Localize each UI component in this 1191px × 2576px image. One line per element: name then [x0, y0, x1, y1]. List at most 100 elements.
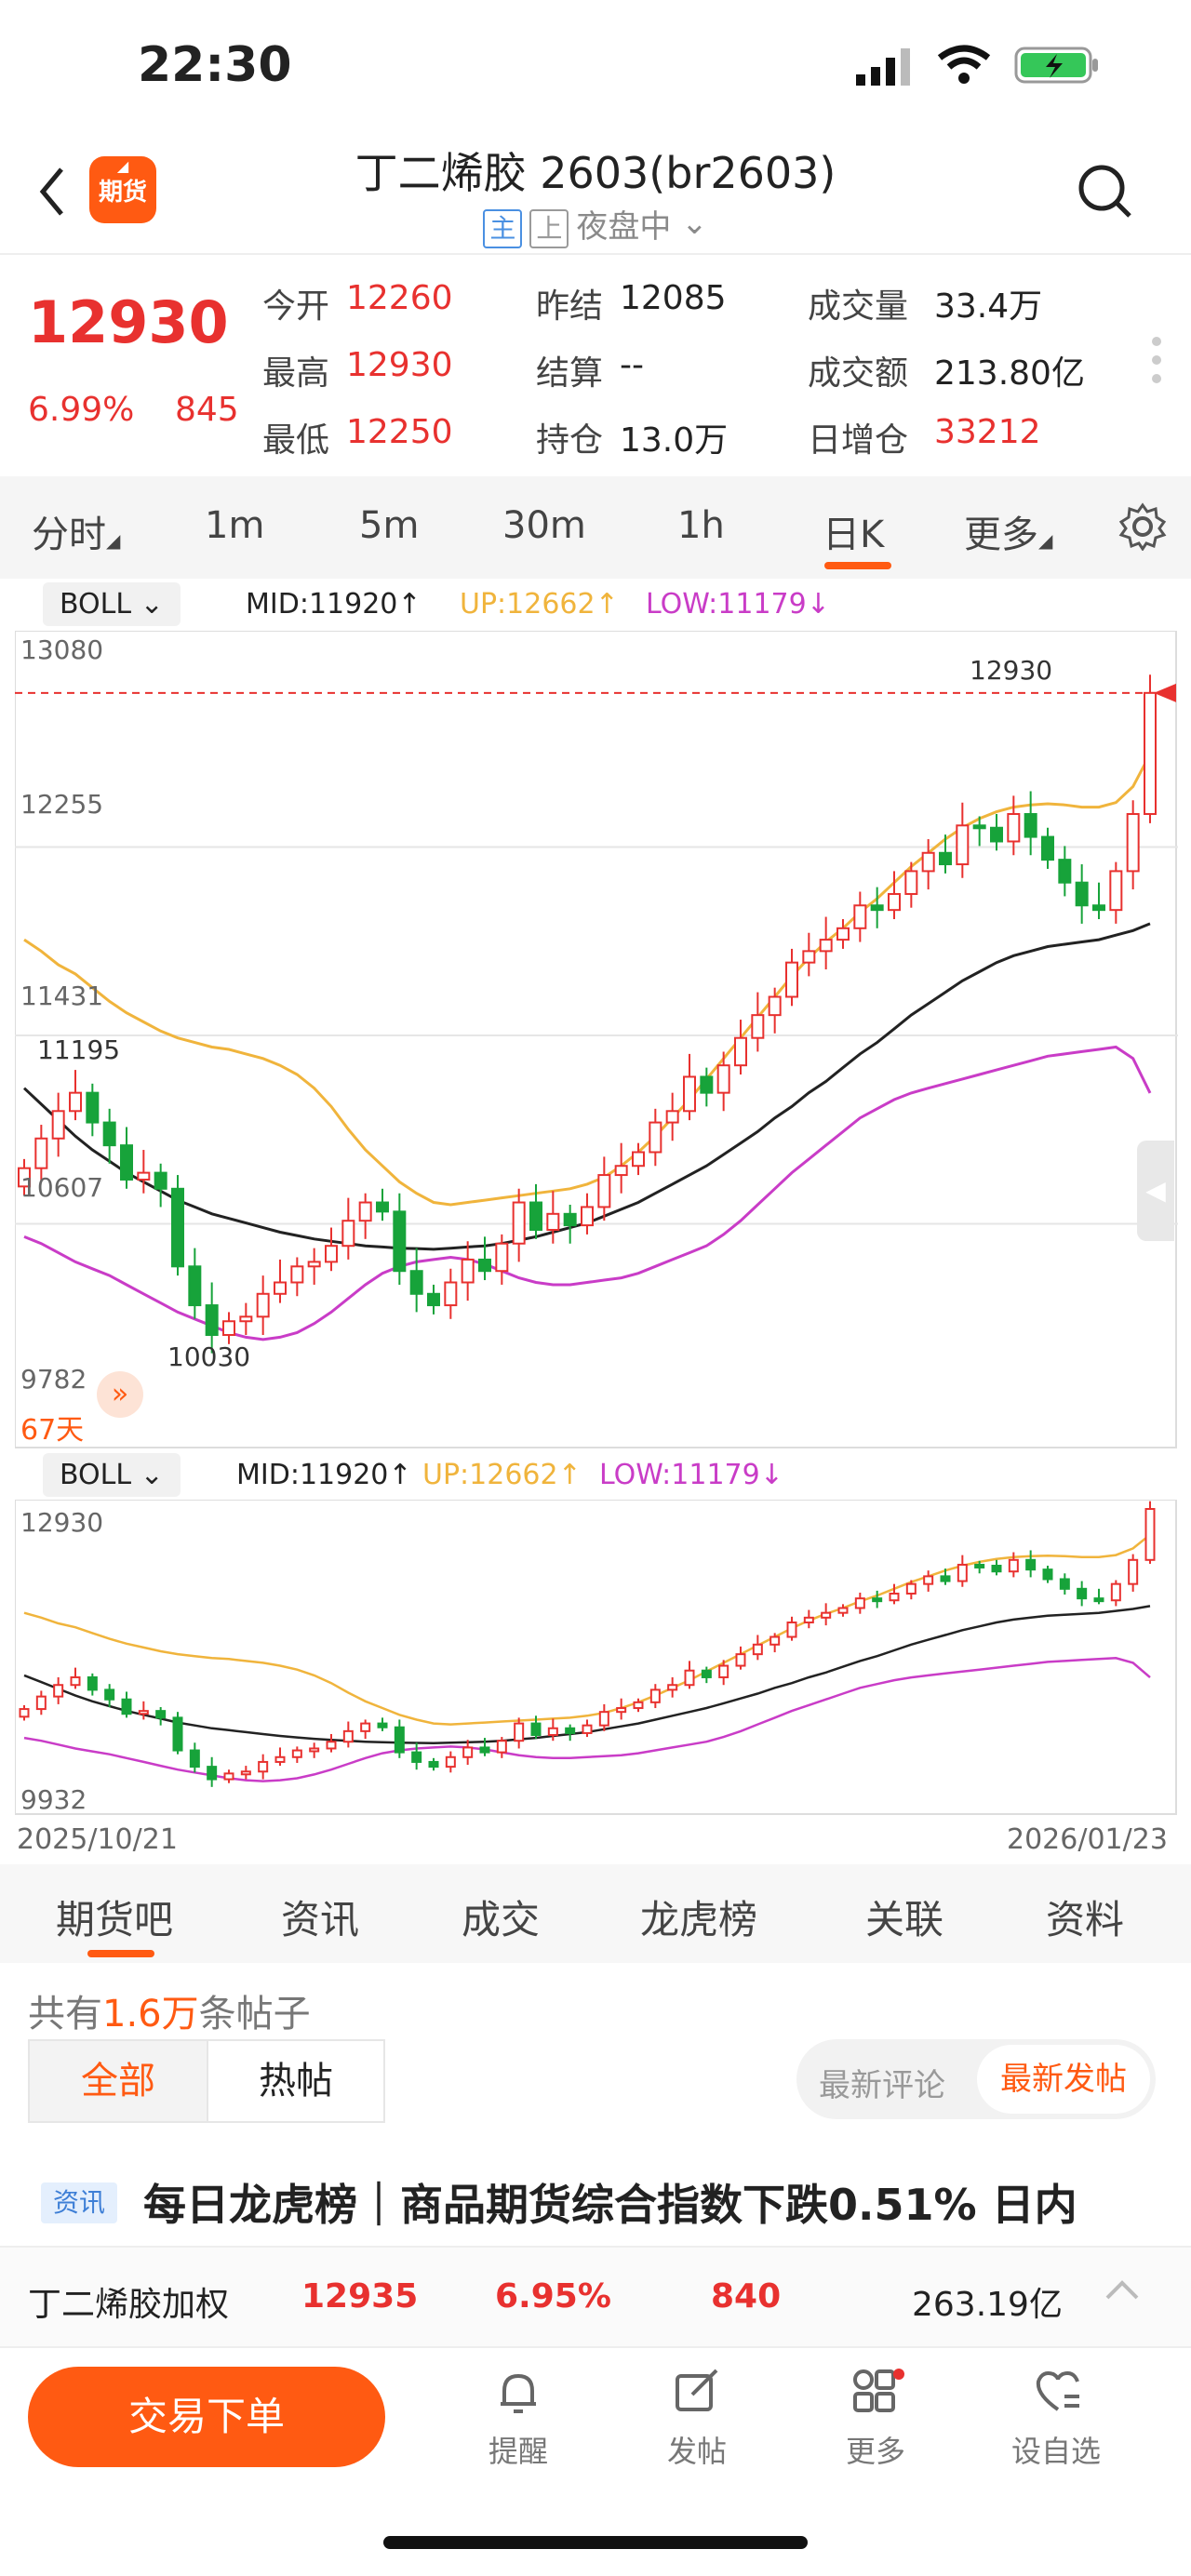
- nav-watchlist[interactable]: 设自选: [1010, 2434, 1101, 2469]
- candle-body: [716, 1064, 730, 1094]
- post-title[interactable]: 每日龙虎榜｜商品期货综合指数下跌0.51% 日内: [143, 2180, 1077, 2230]
- candle-body: [665, 1110, 679, 1124]
- boll-mid-value: MID:11920↑: [246, 588, 422, 621]
- candle-body: [444, 1281, 458, 1307]
- more-vertical-icon[interactable]: [1152, 337, 1161, 383]
- candle-body: [495, 1242, 509, 1273]
- futures-app-logo[interactable]: ◢ 期货: [89, 156, 156, 223]
- candle-body: [837, 1607, 849, 1614]
- candle-body: [1058, 859, 1072, 884]
- settings-gear-icon[interactable]: [1118, 502, 1167, 554]
- sort-latest-comment[interactable]: 最新评论: [819, 2067, 945, 2104]
- candle-body: [888, 892, 901, 912]
- candle-body: [821, 1611, 832, 1619]
- weighted-amount: 263.19亿: [912, 2286, 1063, 2324]
- candle-body: [939, 851, 952, 866]
- tab-timeshare[interactable]: 分时◢: [32, 504, 120, 558]
- tab-futures-forum[interactable]: 期货吧: [56, 1897, 174, 1942]
- candle-body: [342, 1729, 354, 1743]
- candle-body: [752, 1643, 763, 1656]
- tab-profile[interactable]: 资料: [1046, 1897, 1125, 1942]
- back-icon[interactable]: [37, 166, 65, 221]
- candle-body: [512, 1201, 526, 1245]
- tab-1m[interactable]: 1m: [205, 504, 265, 547]
- candle-body: [632, 1151, 645, 1168]
- oi-change-value: 33212: [934, 413, 1041, 451]
- main-kline-chart[interactable]: [14, 630, 1178, 1449]
- candle-body: [309, 1747, 320, 1753]
- candle-body: [138, 1710, 149, 1715]
- high-label: 最高: [262, 354, 330, 393]
- mini-kline-chart[interactable]: [14, 1499, 1178, 1816]
- tab-trades[interactable]: 成交: [462, 1897, 541, 1942]
- candle-body: [1110, 1582, 1121, 1602]
- turnover-label: 成交额: [808, 354, 909, 393]
- date-end: 2026/01/23: [1007, 1823, 1168, 1856]
- candle-body: [718, 1664, 729, 1678]
- side-drawer-handle[interactable]: ◀: [1137, 1141, 1174, 1241]
- boll-low-value: LOW:11179↓: [646, 588, 830, 621]
- caret-icon: ◢: [1038, 529, 1053, 552]
- mini-indicator-select[interactable]: BOLL ⌄: [43, 1453, 181, 1497]
- tab-5m[interactable]: 5m: [359, 504, 420, 547]
- candle-body: [802, 950, 816, 964]
- candle-body: [70, 1675, 81, 1687]
- boll-up-value: UP:12662↑: [460, 588, 619, 621]
- nav-alert[interactable]: 提醒: [488, 2434, 548, 2469]
- header-subtitle[interactable]: 主上夜盘中 ⌄: [0, 201, 1191, 248]
- candle-body: [240, 1770, 251, 1776]
- trade-button[interactable]: 交易下单: [28, 2367, 385, 2467]
- chevron-down-icon: ⌄: [681, 205, 708, 242]
- candle-body: [18, 1167, 31, 1188]
- bell-icon[interactable]: [495, 2369, 542, 2419]
- candle-body: [547, 1727, 558, 1736]
- low-value: 12250: [346, 413, 453, 451]
- edit-icon[interactable]: [674, 2369, 720, 2419]
- mini-up-value: UP:12662↑: [422, 1459, 582, 1491]
- search-icon[interactable]: [1077, 164, 1133, 223]
- candle-body: [171, 1187, 184, 1268]
- candle-body: [478, 1258, 491, 1273]
- chevron-up-icon[interactable]: [1104, 2276, 1141, 2307]
- heart-add-icon[interactable]: [1033, 2369, 1083, 2419]
- candle-body: [889, 1592, 900, 1602]
- apps-icon[interactable]: [852, 2369, 904, 2419]
- candle-body: [616, 1707, 627, 1714]
- candle-body: [462, 1746, 474, 1758]
- candle-body: [274, 1755, 286, 1763]
- date-start: 2025/10/21: [17, 1823, 178, 1856]
- candle-body: [51, 1110, 65, 1140]
- candle-body: [701, 1669, 712, 1678]
- scroll-left-icon[interactable]: »: [97, 1371, 143, 1418]
- nav-post[interactable]: 发帖: [666, 2434, 727, 2469]
- tab-daily-k[interactable]: 日K: [823, 514, 885, 556]
- weighted-row[interactable]: [0, 2246, 1191, 2348]
- candle-body: [325, 1245, 338, 1263]
- tab-1h[interactable]: 1h: [677, 504, 725, 547]
- sort-latest-post[interactable]: 最新发帖: [977, 2045, 1150, 2114]
- candle-body: [104, 1688, 115, 1701]
- tab-ranking[interactable]: 龙虎榜: [640, 1897, 758, 1942]
- page-title: 丁二烯胶 2603(br2603): [355, 148, 836, 198]
- candle-body: [1144, 1508, 1156, 1561]
- candle-body: [1144, 691, 1157, 816]
- main-indicator-select[interactable]: BOLL ⌄: [43, 582, 181, 626]
- candle-body: [563, 1212, 577, 1227]
- filter-hot[interactable]: 热帖: [207, 2039, 385, 2123]
- candle-body: [205, 1304, 219, 1336]
- tab-news[interactable]: 资讯: [281, 1897, 360, 1942]
- filter-all[interactable]: 全部: [28, 2039, 208, 2123]
- y-label-2: 12255: [20, 789, 104, 820]
- nav-more[interactable]: 更多: [845, 2434, 905, 2469]
- tab-30m[interactable]: 30m: [502, 504, 586, 547]
- candle-body: [734, 1036, 747, 1067]
- tab-related[interactable]: 关联: [865, 1897, 944, 1942]
- prev-settle-value: 12085: [620, 279, 727, 317]
- candle-body: [239, 1315, 253, 1323]
- tab-more[interactable]: 更多◢: [964, 504, 1052, 558]
- candle-body: [700, 1075, 714, 1094]
- candle-body: [189, 1749, 200, 1768]
- divider: [0, 253, 1191, 255]
- indicator-name: BOLL: [60, 1459, 132, 1491]
- candle-body: [921, 851, 935, 873]
